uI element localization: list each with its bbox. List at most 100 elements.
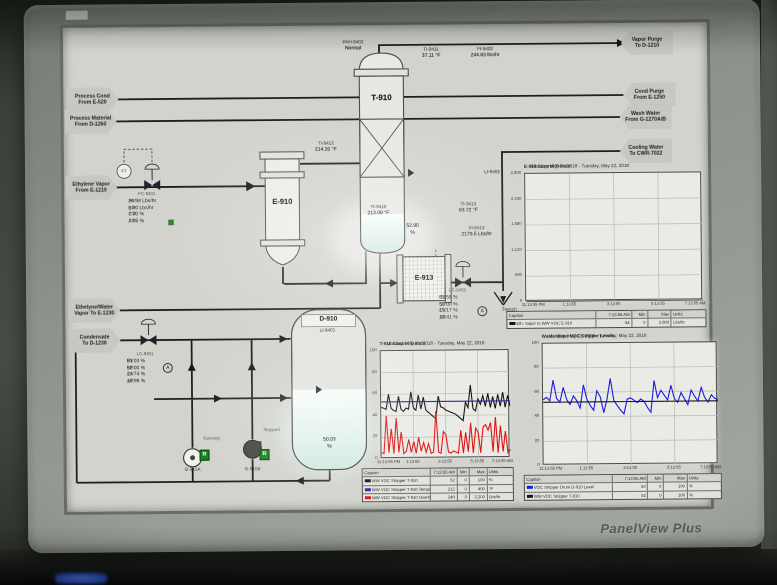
controller-lc9402[interactable]: LC-9402 PV 52.58 % SP 50.00 % CV 19.17 % AP 18.4… — [439, 287, 493, 321]
x-tick-label: 5:13:55 — [651, 300, 665, 306]
series-color-chip — [526, 494, 533, 498]
series-color-chip — [364, 495, 371, 500]
pid-graphics — [74, 39, 625, 485]
ti-9410-indicator: TI-9410 213.08 °F — [367, 204, 390, 217]
ti-9412-indicator: TI-9412 214.20 °F — [314, 140, 337, 153]
vessel-t910[interactable] — [353, 52, 415, 254]
flow-arrows — [187, 39, 625, 485]
ft-instrument[interactable] — [116, 163, 132, 179]
controller-fc9401[interactable]: FC-9401 PV 34.98 Lbs/hr SP 0.00 Lbs/hr CV 7.00… — [128, 191, 182, 225]
legend-table: Caption 7:13:55 AM Min Max Units VOC Stripper… — [523, 473, 722, 501]
y-tick-label: 1,680 — [511, 221, 522, 227]
legend-row: Eth. Vapor to WW VOC E-910 -34 0 2,800 Lbs/h… — [507, 317, 706, 328]
y-tick-label: 40 — [372, 411, 378, 417]
series-color-chip — [508, 322, 515, 326]
valve-lc9402[interactable] — [455, 260, 472, 288]
x-tick-label: 1:13:55 — [562, 301, 577, 307]
trend-plot — [524, 171, 704, 302]
fi-9402-indicator: FI-9402 244.63 lbs/hr — [470, 46, 500, 59]
controller-tag: FC-9401 — [138, 191, 156, 197]
pump-g915b[interactable] — [243, 439, 263, 459]
li-9402-value: 52.90% — [406, 222, 419, 236]
series-color-chip — [364, 487, 371, 491]
x-tick-label: 1:13:55 — [406, 458, 420, 464]
x-tick-label: 7:13:55 AM — [700, 464, 721, 470]
vessel-d910[interactable] — [290, 308, 368, 471]
vessel-e910[interactable] — [259, 151, 306, 266]
x-tick-label: 1:13:55 — [579, 465, 594, 471]
g915b-run-badge: R — [259, 449, 270, 461]
pah-9402-status: PAH-9402 Normal — [342, 39, 364, 52]
x-tick-label: 3:13:55 — [438, 458, 452, 464]
x-tick-label: 3:13:55 — [623, 464, 638, 471]
blue-light — [55, 573, 107, 584]
ft-label: FT — [121, 168, 127, 174]
valve-lc9401[interactable] — [140, 318, 157, 346]
bezel-sticker — [65, 10, 88, 20]
flow-tag-condensate: Condensate To D-1230 — [68, 328, 120, 352]
t910-level-arrow — [408, 168, 415, 177]
y-tick-label: 560 — [514, 272, 523, 278]
pump-g915a[interactable] — [183, 448, 203, 468]
y-tick-label: 2,800 — [510, 169, 522, 175]
legend-row: VOC Stripper Drum D-910 Level 50 0 100% — [524, 481, 721, 492]
li-9401-tag: LI-9401 — [319, 327, 336, 333]
legend-table: Caption 7:13:55 AM Min Max Units WW VOC Strip… — [361, 466, 514, 503]
controller-tag: LC-9401 — [136, 351, 154, 357]
g915b-status: Stopped — [263, 427, 280, 433]
y-tick-label: 80 — [534, 364, 539, 370]
y-tick-label: 20 — [372, 433, 378, 439]
hmi-screen[interactable]: Process Cond From E-520 Process Material F… — [59, 19, 722, 515]
wall — [761, 0, 777, 585]
e910-trend-chart[interactable]: E-910 Control Trends Monday, May 21, 2018… — [504, 162, 707, 330]
ti-9413-indicator: TI-9413 63.72 °F — [458, 201, 478, 214]
y-tick-label: 2,240 — [510, 195, 522, 201]
flow-tag-ethylene-vapor: Ethylene Vapor From E-1210 — [65, 175, 117, 199]
brand-label: PanelView Plus — [600, 520, 703, 537]
g915a-run-badge: R — [199, 449, 210, 461]
x-tick-label: 5:13:55 — [470, 458, 485, 464]
x-tick-label: 5:13:55 — [667, 464, 681, 470]
legend-table: Caption 7:13:55 AM Min Max Units Eth. Vapor t… — [506, 309, 707, 329]
y-tick-label: 0 — [375, 455, 378, 461]
flow-tag-cond-purge: Cond Purge From E-1250 — [623, 83, 675, 107]
e913-label: E-913 — [413, 274, 435, 282]
flow-tag-vapor-purge: Vapor Purge To D-1210 — [621, 31, 673, 55]
valve-fv9401[interactable] — [144, 163, 161, 191]
trend-plot — [541, 341, 719, 466]
g915b-label: G-915B — [244, 466, 261, 472]
fc9401-mode-indicator — [168, 219, 174, 226]
ti-9411-indicator: TI-9411 37.11 °F — [421, 46, 441, 59]
x-tick-label: 11:13:55 PM — [377, 458, 401, 465]
y-tick-label: 60 — [372, 390, 378, 396]
fi-9413-indicator: FI-9413 2179.5 Lbs/hr — [461, 225, 492, 238]
d910-level-arrow — [315, 385, 322, 394]
legend-row: WW VOC Stripper T-910 Overhead 240 0 2,200 L… — [362, 491, 513, 502]
y-tick-label: 60 — [534, 388, 540, 394]
series-color-chip — [526, 486, 533, 490]
x-tick-label: 7:13:55 AM — [684, 300, 706, 306]
g915a-label: G-915A — [184, 466, 201, 472]
x-tick-label: 3:13:55 — [606, 301, 621, 307]
flow-tag-process-material: Process Material From D-1260 — [65, 109, 117, 133]
y-tick-label: 80 — [372, 368, 377, 374]
legend-header: Caption 7:13:55 AM Min Max Units — [362, 467, 513, 477]
y-tick-label: 0 — [537, 461, 540, 467]
t910-trend-chart[interactable]: T-910 Control Trends Monday, May 21, 2018… — [360, 340, 514, 503]
trend-plot — [379, 349, 511, 459]
x-tick-label: 7:13:55 AM — [491, 457, 513, 464]
e910-label: E-910 — [272, 196, 293, 207]
series-color-chip — [364, 479, 371, 483]
y-tick-label: 40 — [534, 412, 540, 418]
controller-lc9401[interactable]: LC-9401 PV 50.03 % SP 50.00 % CV 10.74 % AP 10.9… — [127, 351, 181, 385]
d910-label: D-910 — [319, 315, 338, 323]
ww-voc-levels-chart[interactable]: Waste Water VOC Stripper Levels Monday, M… — [522, 332, 722, 502]
y-tick-label: 0 — [519, 297, 523, 303]
x-tick-label: 11:13:55 PM — [539, 465, 563, 471]
t910-label: T-910 — [371, 93, 392, 103]
li-9401-value: 50.03% — [323, 436, 336, 450]
y-tick-label: 100 — [531, 339, 539, 345]
y-tick-label: 20 — [534, 437, 540, 443]
flow-tag-ethelyne-water: Ethelyne/Water Vapor To E-1230 — [68, 298, 120, 322]
